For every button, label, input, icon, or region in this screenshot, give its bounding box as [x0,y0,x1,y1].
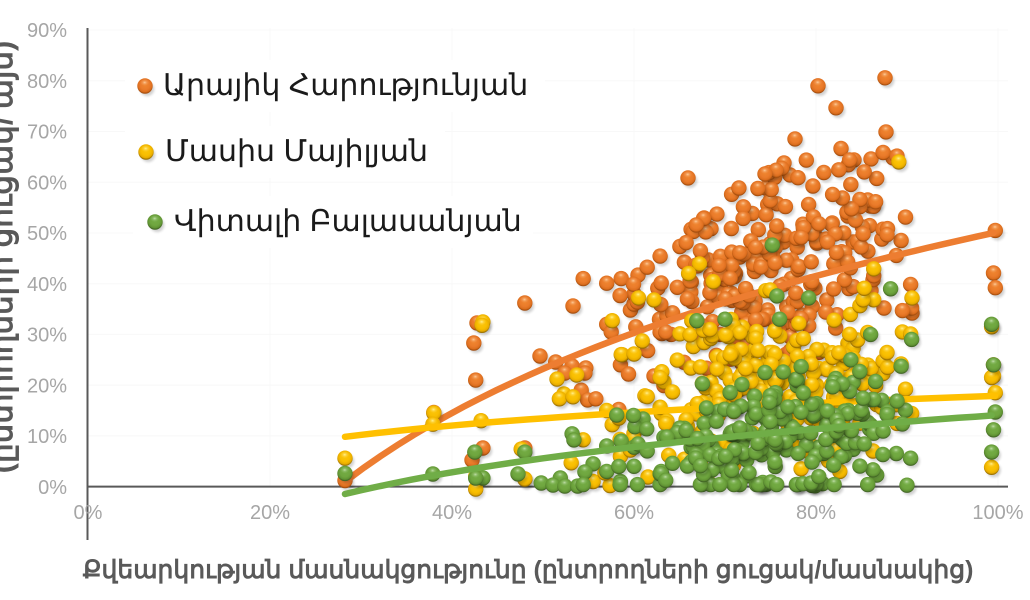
svg-text:(ընտրողների ցուցակ/՝այն): (ընտրողների ցուցակ/՝այն) [0,41,19,474]
svg-text:70%: 70% [27,122,67,144]
svg-text:60%: 60% [27,172,67,194]
svg-text:Քվեարկության մասնակցությունը (: Քվեարկության մասնակցությունը (ընտրողների… [83,556,974,584]
svg-text:0%: 0% [38,477,67,499]
svg-text:80%: 80% [796,502,836,524]
svg-text:90%: 90% [27,20,67,42]
svg-text:80%: 80% [27,71,67,93]
svg-text:20%: 20% [250,502,290,524]
svg-text:0%: 0% [74,502,103,524]
svg-text:20%: 20% [27,375,67,397]
svg-text:30%: 30% [27,325,67,347]
svg-text:Վիտալի Բալասանյան: Վիտալի Բալասանյան [174,205,522,238]
svg-text:Արայիկ Հարությունյան: Արայիկ Հարությունյան [163,69,528,102]
svg-text:100%: 100% [972,502,1023,524]
svg-text:10%: 10% [27,426,67,448]
svg-text:40%: 40% [27,274,67,296]
svg-text:40%: 40% [432,502,472,524]
svg-text:50%: 50% [27,223,67,245]
svg-text:60%: 60% [614,502,654,524]
svg-text:Մասիս Մայիլյան: Մասիս Մայիլյան [165,135,428,168]
